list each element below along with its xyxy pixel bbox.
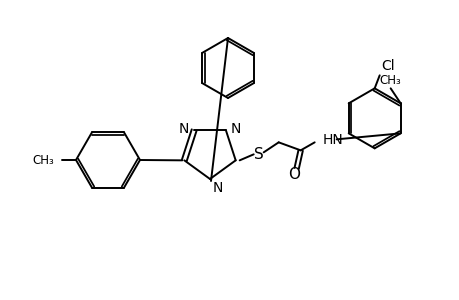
Text: S: S — [253, 147, 263, 162]
Text: Cl: Cl — [380, 59, 394, 73]
Text: O: O — [287, 167, 299, 182]
Text: CH₃: CH₃ — [32, 154, 54, 166]
Text: N: N — [213, 181, 223, 195]
Text: N: N — [179, 122, 189, 136]
Text: N: N — [230, 122, 241, 136]
Text: HN: HN — [322, 133, 343, 147]
Text: CH₃: CH₃ — [379, 74, 401, 87]
